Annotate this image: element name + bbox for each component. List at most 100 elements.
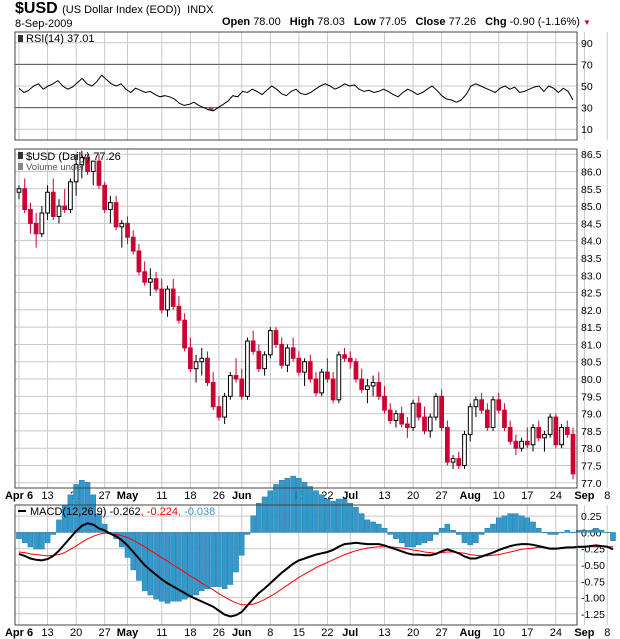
candle-body: [239, 378, 245, 397]
macd-histogram-bar: [581, 530, 588, 533]
candle: [165, 285, 170, 317]
candle-body: [56, 205, 62, 217]
macd-histogram-bar: [461, 532, 468, 544]
macd-histogram-bar: [410, 532, 416, 548]
candle: [56, 199, 62, 224]
change-value: -0.90 (-1.16%): [509, 16, 580, 28]
price-legend-icon: [18, 152, 23, 159]
candle: [325, 358, 330, 383]
macd-histogram-bar: [39, 532, 45, 550]
x-tick-label-price: 10: [493, 490, 505, 502]
candle: [422, 406, 427, 435]
x-tick-label-macd: 13: [378, 627, 390, 639]
candle-body: [422, 416, 427, 432]
rsi-y-tick-label: 10: [581, 124, 593, 136]
candle-body: [165, 288, 170, 311]
candle: [85, 154, 90, 175]
x-tick-label-price: 17: [521, 490, 533, 502]
candle: [285, 344, 290, 373]
candle-body: [405, 423, 410, 428]
macd-histogram-bar: [336, 498, 342, 533]
candle-body: [399, 413, 405, 425]
rsi-y-tick-label: 50: [581, 81, 593, 93]
symbol-title: $USD (US Dollar Index (EOD)) INDX: [15, 0, 213, 18]
macd-histogram-bar: [473, 532, 479, 544]
candle-body: [267, 330, 273, 356]
candle: [405, 417, 410, 438]
price-panel-frame: [14, 148, 578, 489]
down-arrow-icon: ▼: [583, 18, 591, 27]
x-tick-label-price: 13: [378, 490, 390, 502]
x-tick-label-macd: May: [117, 627, 139, 639]
candle: [142, 261, 148, 286]
candle-body: [16, 188, 22, 193]
macd-histogram-bar: [27, 532, 34, 548]
candle-body: [262, 354, 267, 370]
macd-histogram-bar: [199, 532, 205, 592]
rsi-legend: RSI(14) 37.01: [26, 33, 94, 45]
candle-body: [250, 340, 256, 352]
candle: [33, 212, 39, 248]
candle-body: [79, 157, 85, 166]
candle: [62, 188, 68, 213]
candle-body: [342, 354, 347, 359]
macd-histogram-bar: [404, 532, 411, 548]
candle: [119, 219, 125, 248]
candle: [187, 337, 193, 373]
candle: [233, 358, 239, 383]
candle-body: [90, 160, 96, 172]
candle-body: [125, 222, 130, 238]
macd-histogram-bar: [330, 500, 336, 533]
candle-body: [444, 426, 450, 463]
candle-body: [290, 347, 296, 359]
candle-body: [462, 433, 467, 467]
candle: [16, 185, 22, 200]
candle: [39, 206, 45, 238]
macd-histogram-bar: [90, 494, 97, 533]
candle: [130, 230, 136, 255]
macd-legend: MACD(12,26,9) -0.262, -0.224, -0.038: [30, 506, 215, 518]
macd-histogram-bar: [96, 513, 102, 533]
candle-body: [502, 409, 507, 428]
x-tick-label-price: 20: [407, 490, 419, 502]
price-y-tick-label: 86.0: [581, 166, 602, 178]
x-tick-label-macd: 13: [41, 627, 53, 639]
candle-body: [22, 188, 28, 211]
macd-histogram-bar: [341, 498, 348, 533]
x-tick-label-price: Apr 6: [5, 490, 33, 502]
price-y-tick-label: 83.5: [581, 253, 602, 265]
candle: [205, 351, 210, 386]
rsi-y-tick-label: 90: [581, 38, 593, 50]
candle-body: [553, 416, 559, 446]
candle: [28, 202, 33, 234]
macd-histogram-bar: [318, 494, 325, 533]
candle: [570, 427, 576, 480]
candle-body: [336, 354, 342, 401]
candle: [410, 399, 416, 431]
candle-body: [393, 413, 399, 422]
candle: [433, 392, 439, 421]
candle-body: [307, 361, 313, 380]
macd-histogram-bar: [575, 530, 582, 533]
candle-body: [365, 385, 370, 390]
macd-histogram-bar: [593, 528, 599, 533]
candle: [216, 396, 222, 421]
candle: [73, 154, 79, 196]
open-label: Open: [222, 16, 251, 28]
macd-histogram-bar: [598, 530, 605, 533]
candle-body: [376, 381, 382, 397]
candle: [90, 160, 96, 186]
candle-body: [273, 330, 279, 345]
x-tick-label-macd: Apr 6: [5, 627, 33, 639]
macd-histogram-bar: [238, 532, 245, 556]
candle-body: [50, 191, 56, 217]
macd-histogram-bar: [187, 532, 194, 598]
macd-histogram-bar: [244, 532, 251, 535]
x-tick-label-price: 18: [184, 490, 196, 502]
candle-body: [330, 378, 336, 401]
candle-body: [153, 278, 159, 290]
candle-body: [45, 191, 50, 214]
macd-histogram-bar: [307, 486, 314, 533]
candle: [484, 403, 490, 431]
candle-body: [439, 395, 444, 428]
